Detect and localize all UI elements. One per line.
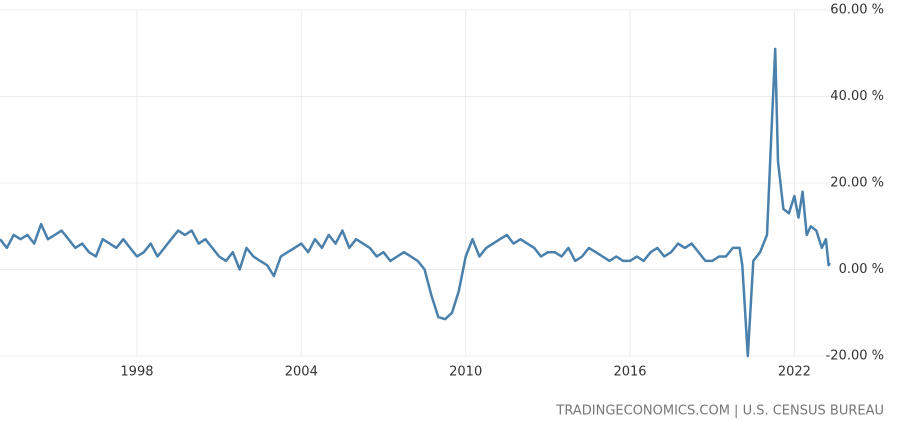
source: TRADINGECONOMICS.COM | U.S. CENSUS BUREA… <box>555 404 884 419</box>
x-tick-label: 2022 <box>778 365 811 380</box>
x-tick-label: 2004 <box>285 365 318 380</box>
x-tick-label: 2016 <box>613 365 646 380</box>
x-tick-label: 2010 <box>449 365 482 380</box>
y-tick-label: 60.00 % <box>830 3 884 18</box>
y-tick-label: 20.00 % <box>830 176 884 191</box>
y-tick-label: 40.00 % <box>830 89 884 104</box>
x-tick-label: 1998 <box>120 365 153 380</box>
y-tick-label: -20.00 % <box>826 349 884 364</box>
data-line <box>0 47 832 358</box>
y-tick-label: 0.00 % <box>839 262 884 277</box>
